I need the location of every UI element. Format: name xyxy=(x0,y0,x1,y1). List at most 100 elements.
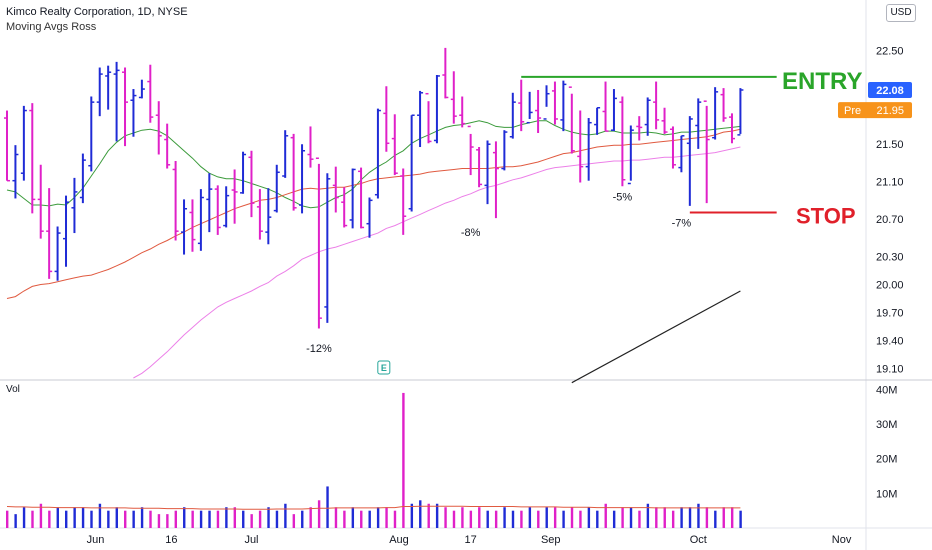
volume-bar xyxy=(655,507,658,528)
volume-bar xyxy=(73,507,76,528)
time-tick-label: 16 xyxy=(165,534,177,546)
volume-bar xyxy=(39,503,43,528)
volume-bar xyxy=(107,510,110,528)
volume-bar xyxy=(65,510,68,528)
volume-bar xyxy=(267,507,270,528)
volume-bar xyxy=(714,510,717,528)
price-tick-label: 19.40 xyxy=(876,336,904,348)
volume-bar xyxy=(81,507,85,528)
volume-bar xyxy=(680,507,683,528)
volume-bar xyxy=(486,510,489,528)
volume-bar xyxy=(258,510,262,528)
price-tick-label: 20.00 xyxy=(876,279,904,291)
price-tick-label: 22.50 xyxy=(876,46,904,58)
volume-bar xyxy=(461,507,464,528)
volume-bar xyxy=(132,510,135,528)
volume-bar xyxy=(368,510,371,528)
volume-bar xyxy=(520,510,523,528)
volume-bar xyxy=(452,510,456,528)
volume-bar xyxy=(528,507,532,528)
volume-bar xyxy=(435,503,439,528)
volume-bar xyxy=(638,510,641,528)
volume-bar xyxy=(183,507,186,528)
volume-bar xyxy=(503,507,506,528)
volume-bar xyxy=(646,503,650,528)
volume-bar xyxy=(393,510,397,528)
chart-legend: Kimco Realty Corporation, 1D, NYSE Movin… xyxy=(6,5,188,35)
time-tick-label: Aug xyxy=(389,534,409,546)
volume-bar xyxy=(587,507,591,528)
earnings-marker-label: E xyxy=(381,363,387,373)
time-tick-label: Oct xyxy=(690,534,707,546)
volume-bar xyxy=(242,510,245,528)
volume-bar xyxy=(301,510,304,528)
volume-bar xyxy=(208,510,211,528)
volume-bar xyxy=(697,503,700,528)
volume-bar xyxy=(494,510,498,528)
currency-button[interactable]: USD xyxy=(886,4,916,22)
volume-bar xyxy=(612,510,616,528)
volume-bar xyxy=(545,507,548,528)
volume-tick-label: 40M xyxy=(876,384,897,396)
volume-bar xyxy=(376,507,380,528)
volume-bar xyxy=(469,510,473,528)
stop-label: STOP xyxy=(796,203,856,228)
volume-bar xyxy=(149,510,152,528)
volume-bar xyxy=(478,507,481,528)
volume-bar xyxy=(730,507,734,528)
time-tick-label: Jun xyxy=(87,534,105,546)
volume-bar xyxy=(671,510,675,528)
pullback-label: -8% xyxy=(461,227,481,239)
price-tick-label: 20.30 xyxy=(876,251,904,263)
volume-bar xyxy=(309,507,312,528)
volume-bar xyxy=(250,514,253,528)
pre-market-value: 21.95 xyxy=(876,105,904,117)
time-tick-label: Jul xyxy=(244,534,258,546)
volume-bar xyxy=(174,510,177,528)
volume-bar xyxy=(688,507,692,528)
earnings-marker[interactable] xyxy=(377,360,391,375)
volume-bar xyxy=(570,507,574,528)
entry-label: ENTRY xyxy=(782,68,862,95)
volume-tick-label: 10M xyxy=(876,488,897,500)
volume-bar xyxy=(191,510,194,528)
trend-line xyxy=(571,290,741,384)
volume-bar xyxy=(511,510,515,528)
volume-bar xyxy=(596,510,599,528)
time-tick-label: Sep xyxy=(541,534,561,546)
volume-bar xyxy=(419,500,422,528)
volume-bar xyxy=(284,503,287,528)
last-price-badge xyxy=(868,81,912,98)
volume-bar xyxy=(705,507,709,528)
volume-bar xyxy=(334,507,338,528)
time-tick-label: Nov xyxy=(832,534,852,546)
symbol-title: Kimco Realty Corporation, 1D, NYSE xyxy=(6,6,188,18)
volume-bar xyxy=(621,507,624,528)
volume-bar xyxy=(444,507,447,528)
pullback-label: -7% xyxy=(672,218,692,230)
volume-bar xyxy=(140,507,144,528)
price-tick-label: 21.50 xyxy=(876,139,904,151)
price-tick-label: 19.70 xyxy=(876,308,904,320)
volume-bar xyxy=(410,503,414,528)
volume-bar xyxy=(98,503,102,528)
price-tick-label: 20.70 xyxy=(876,214,904,226)
volume-bar xyxy=(6,510,9,528)
volume-bar xyxy=(22,507,26,528)
volume-bar xyxy=(553,507,557,528)
volume-bar xyxy=(90,510,93,528)
volume-bar xyxy=(275,510,279,528)
indicator-label: Moving Avgs Ross xyxy=(6,21,97,33)
volume-bar xyxy=(427,503,430,528)
volume-bar xyxy=(360,510,363,528)
volume-bar xyxy=(31,510,34,528)
volume-tick-label: 30M xyxy=(876,419,897,431)
volume-bar xyxy=(115,507,118,528)
volume-bar xyxy=(233,507,237,528)
volume-bar xyxy=(579,510,582,528)
volume-bar xyxy=(124,510,127,528)
price-tick-label: 19.10 xyxy=(876,364,904,376)
volume-bar xyxy=(48,510,51,528)
volume-bar xyxy=(385,507,388,528)
